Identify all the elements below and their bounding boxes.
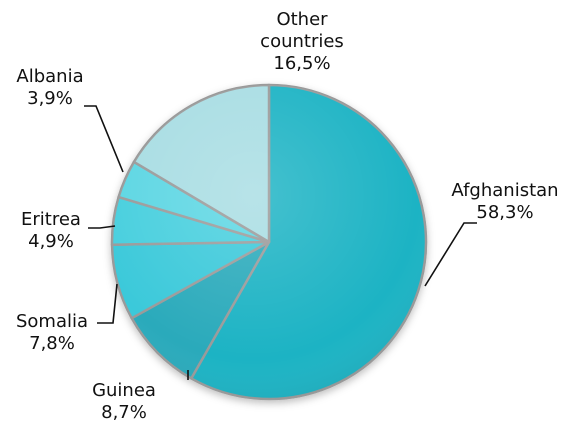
slice-value-guinea: 8,7% xyxy=(101,402,147,423)
slice-value-afghanistan: 58,3% xyxy=(476,202,533,223)
slice-value-somalia: 7,8% xyxy=(29,333,75,354)
slice-value-other-countries: 16,5% xyxy=(273,53,330,74)
slice-value-eritrea: 4,9% xyxy=(28,231,74,252)
slice-label-other-countries-line-1: Other xyxy=(276,9,328,30)
leader-line-albania xyxy=(84,105,124,173)
slice-label-eritrea: Eritrea xyxy=(21,209,81,230)
slice-label-guinea: Guinea xyxy=(92,380,156,401)
leader-line-somalia xyxy=(97,283,118,324)
slice-value-albania: 3,9% xyxy=(27,88,73,109)
slice-label-somalia: Somalia xyxy=(16,311,88,332)
pie-slices xyxy=(110,83,428,401)
slice-label-other-countries-line-2: countries xyxy=(260,31,344,52)
leader-line-eritrea xyxy=(88,225,116,229)
leader-lines xyxy=(84,105,477,380)
slice-label-afghanistan: Afghanistan xyxy=(451,180,558,201)
slice-label-albania: Albania xyxy=(16,66,83,87)
leader-line-afghanistan xyxy=(424,222,477,287)
